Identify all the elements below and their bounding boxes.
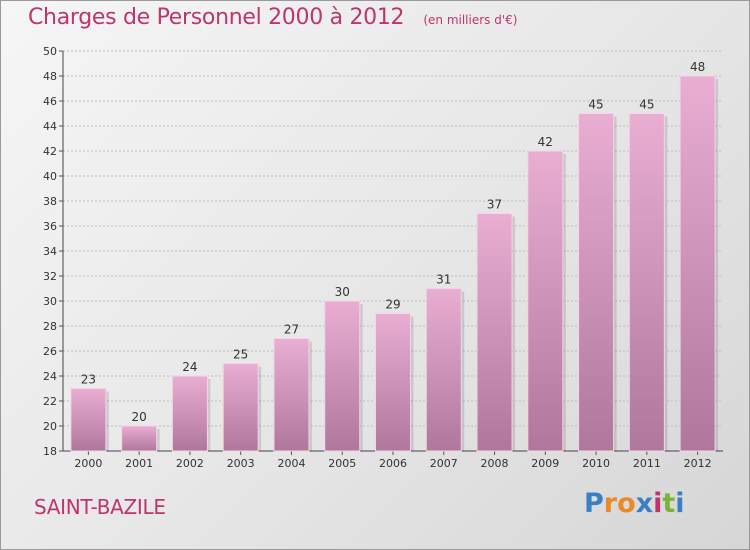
y-tick-label: 28 [43,320,57,333]
y-tick-label: 26 [43,345,57,358]
y-tick-label: 30 [43,295,57,308]
bar [476,213,513,452]
bar [222,363,259,452]
data-label: 37 [487,198,502,212]
logo-letter: P [584,488,604,519]
logo-letter: t [662,488,676,519]
y-tick-label: 40 [43,170,57,183]
data-label: 27 [284,323,299,337]
data-label: 29 [385,298,400,312]
data-label: 45 [588,98,603,112]
bar [425,288,462,452]
bar [375,313,411,452]
x-tick-label: 2006 [379,457,407,470]
y-tick-label: 38 [43,195,57,208]
data-label: 23 [81,373,96,387]
chart-subtitle: (en milliers d'€) [423,13,518,27]
commune-name: SAINT-BAZILE [34,495,166,519]
data-label: 20 [132,410,147,424]
labels-layer: 18 20 22 24 26 28 30 32 34 36 38 40 42 44 46 48 50 23 2000… [43,45,712,470]
bar [171,375,208,452]
y-tick-label: 34 [43,245,57,258]
x-tick-label: 2005 [328,457,356,470]
logo-letter: i [653,488,663,519]
y-tick-label: 24 [43,370,57,383]
data-label: 42 [538,135,553,149]
data-label: 30 [335,285,350,299]
x-tick-label: 2012 [684,457,712,470]
chart-title: Charges de Personnel 2000 à 2012 [28,5,405,30]
bars-layer [70,75,719,452]
data-label: 24 [182,360,197,374]
y-tick-label: 32 [43,270,57,283]
bar [121,425,158,452]
y-tick-label: 50 [43,45,57,58]
logo-letter: o [617,488,636,519]
y-tick-label: 48 [43,70,57,83]
bar [527,150,564,452]
x-tick-label: 2007 [430,457,458,470]
bar [273,338,310,452]
y-tick-label: 18 [43,445,57,458]
bar [324,300,361,452]
y-tick-label: 20 [43,420,57,433]
x-tick-label: 2008 [481,457,509,470]
bar [628,113,665,452]
logo-letter: r [603,488,618,519]
x-tick-label: 2004 [277,457,305,470]
x-tick-label: 2001 [125,457,153,470]
data-label: 25 [233,348,248,362]
data-label: 48 [690,60,705,74]
bar [679,75,716,452]
y-tick-label: 46 [43,95,57,108]
y-tick-label: 42 [43,145,57,158]
y-tick-label: 36 [43,220,57,233]
bar [70,388,107,452]
data-label: 45 [639,98,654,112]
x-tick-label: 2009 [531,457,559,470]
x-tick-label: 2002 [176,457,204,470]
logo-letter: x [635,488,654,519]
x-tick-label: 2000 [74,457,102,470]
x-tick-label: 2003 [227,457,255,470]
title-block: Charges de Personnel 2000 à 2012 (en mil… [28,5,517,30]
logo-letter: i [675,488,685,519]
y-tick-label: 22 [43,395,57,408]
x-tick-label: 2011 [633,457,661,470]
y-tick-label: 44 [43,120,57,133]
bar [578,113,615,452]
x-tick-label: 2010 [582,457,610,470]
proxiti-logo[interactable]: Proxiti [584,488,685,519]
data-label: 31 [436,273,451,287]
